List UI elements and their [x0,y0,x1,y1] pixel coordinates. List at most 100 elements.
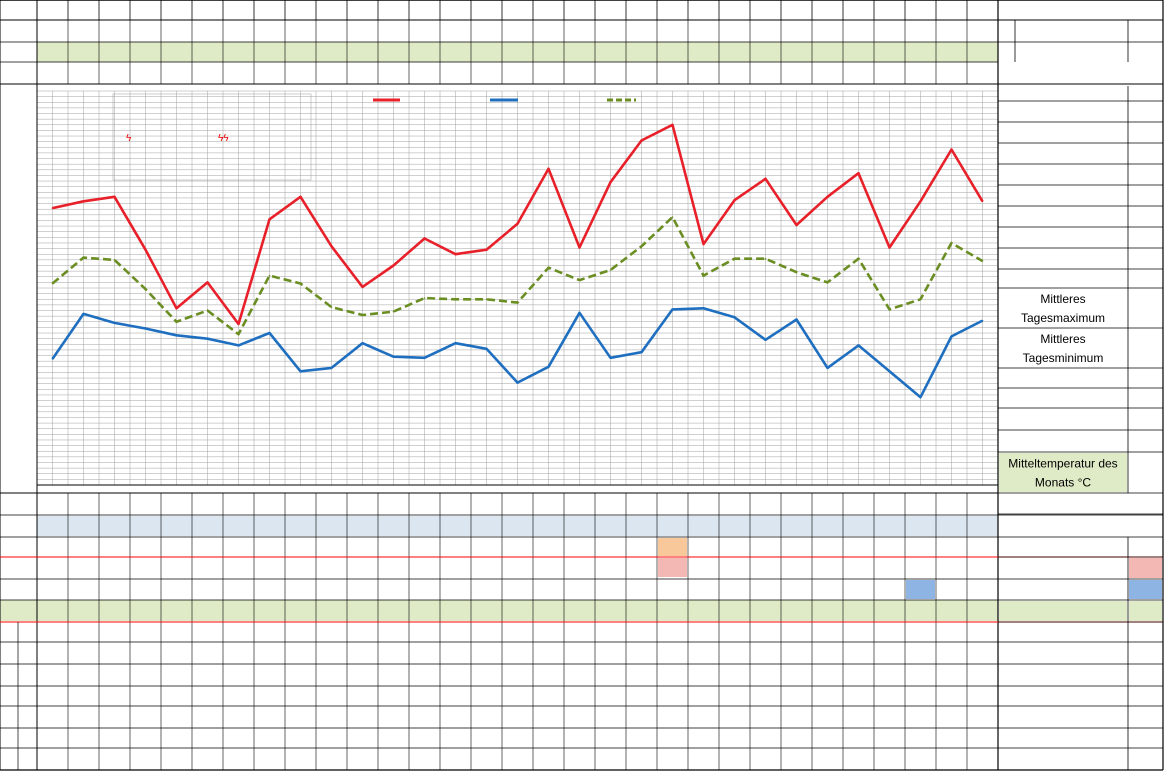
data-point [299,282,302,285]
data-point [299,370,302,373]
data-point [175,334,178,337]
data-point [113,322,116,324]
data-point [857,344,860,347]
data-point [144,248,147,251]
data-point [237,333,240,335]
legend-item-bg [486,93,560,105]
data-point [981,260,984,262]
data-point [454,298,457,301]
data-point [888,370,891,373]
data-point [981,200,984,203]
data-point [51,282,54,285]
data-point [733,257,736,260]
data-point [206,281,209,284]
data-point [113,259,116,261]
data-point [516,381,519,384]
data-point [640,245,643,248]
data-point [516,301,519,304]
text-layer: ϟ ϟϟMittleresTagesmaximumMittleresTagesmi… [126,133,1118,490]
stat-label: Monats °C [1035,476,1091,490]
data-point [82,313,85,315]
data-point [454,342,457,344]
series-layer [51,98,984,399]
data-point [764,338,767,341]
data-point [857,172,860,174]
data-point [764,178,767,180]
min-temp-5cm-band-right [999,516,1162,536]
data-point [113,196,116,198]
data-point [392,355,395,358]
data-point [206,309,209,312]
stat-value-highlight [1129,580,1162,599]
data-point [826,196,829,198]
data-point [392,264,395,267]
thunder-symbol: ϟϟ [218,133,229,144]
data-point [795,271,798,274]
data-point [950,335,953,338]
data-point [702,307,705,310]
data-point [144,288,147,290]
data-point [82,200,85,203]
data-point [733,199,736,201]
data-point [268,218,271,221]
data-point [950,148,953,151]
data-point [175,307,178,310]
data-point [361,286,364,288]
stat-label: Mitteltemperatur des [1008,457,1117,471]
data-point [454,253,457,256]
data-point [578,311,581,314]
stat-label: Mittleres [1040,292,1085,306]
data-point [702,243,705,245]
data-point [392,310,395,313]
data-point [888,246,891,249]
legend-symbols-border [112,93,312,181]
data-point [516,223,519,225]
data-point [671,308,674,311]
data-point [578,279,581,281]
data-point [795,224,798,226]
legend-item-bg [603,93,678,105]
data-point [919,396,922,398]
stat-label: Tagesminimum [1023,351,1104,365]
title-cell [998,0,1163,20]
data-point [423,356,426,359]
data-point [206,337,209,340]
data-point [423,297,426,299]
data-point [299,196,302,198]
data-point [826,367,829,369]
data-point [330,245,333,248]
data-point [485,347,488,350]
data-point [361,342,364,344]
data-point [609,356,612,359]
stat-label: Mittleres [1040,332,1085,346]
data-point [237,344,240,347]
data-point [826,281,829,284]
data-point [702,274,705,277]
data-point [671,216,674,218]
data-point [51,207,54,209]
data-point [950,242,953,244]
min-temp-5cm-band [37,516,998,536]
data-point [857,257,860,260]
data-point [733,316,736,319]
stat-value-highlight [1129,601,1162,621]
data-point [764,257,767,260]
data-point [888,308,891,311]
data-point [671,123,674,126]
highlight-max-temp [658,558,687,577]
data-point [423,237,426,240]
data-point [609,181,612,183]
data-point [268,332,271,334]
data-point [919,200,922,203]
data-point [640,351,643,353]
data-point [82,256,85,259]
data-point [144,327,147,330]
data-point [919,298,922,301]
stat-value-highlight [1129,558,1162,578]
data-point [547,167,550,170]
mitteltemp-band [999,453,1127,492]
highlight-min-temp [906,580,935,599]
data-point [361,314,364,316]
